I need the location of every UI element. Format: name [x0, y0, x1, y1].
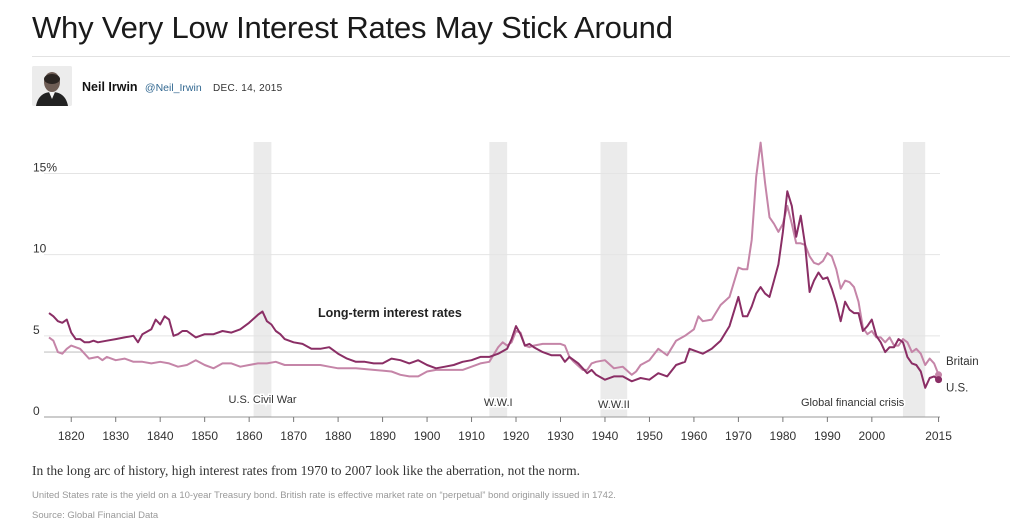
x-tick-label: 2000	[858, 429, 885, 443]
x-tick-label: 1900	[414, 429, 441, 443]
x-tick-label: 1980	[770, 429, 797, 443]
x-tick-label: 1840	[147, 429, 174, 443]
x-tick-label: 1990	[814, 429, 841, 443]
chart-source: Source: Global Financial Data	[32, 510, 159, 521]
chart-caption: In the long arc of history, high interes…	[32, 463, 580, 478]
series-label-us: U.S.	[946, 383, 968, 395]
period-bands	[253, 142, 926, 417]
period-label: U.S. Civil War	[228, 394, 296, 406]
x-tick-label: 1870	[280, 429, 307, 443]
series-endpoint	[935, 376, 943, 384]
period-band	[902, 142, 926, 417]
x-tick-label: 1880	[325, 429, 352, 443]
x-tick-label: 1860	[236, 429, 263, 443]
series-label-britain: Britain	[946, 356, 979, 368]
headline: Why Very Low Interest Rates May Stick Ar…	[32, 10, 673, 45]
series-line-britain	[48, 141, 940, 378]
series-line-us	[48, 190, 940, 389]
x-tick-label: 1930	[547, 429, 574, 443]
y-tick-label: 10	[33, 242, 47, 256]
author-avatar[interactable]	[32, 66, 72, 106]
publish-date: DEC. 14, 2015	[213, 83, 283, 94]
y-tick-label: 0	[33, 404, 40, 418]
period-band	[489, 142, 508, 417]
period-band	[253, 142, 272, 417]
author-name[interactable]: Neil Irwin	[82, 80, 138, 94]
interest-rate-chart: 15% 10 5 0 1820 1830 1840 1850 1860 1870 1880 1890 1…	[33, 141, 979, 443]
x-tick-label: 1940	[592, 429, 619, 443]
x-tick-label: 1850	[191, 429, 218, 443]
x-tick-label: 1970	[725, 429, 752, 443]
x-tick-label: 1920	[503, 429, 530, 443]
y-tick-label: 5	[33, 323, 40, 337]
x-tick-label: 1960	[681, 429, 708, 443]
x-tick-label: 2015	[925, 429, 952, 443]
period-label: W.W.II	[598, 399, 630, 411]
chart-note: United States rate is the yield on a 10-…	[32, 490, 616, 501]
y-tick-label: 15%	[33, 160, 57, 174]
period-label: W.W.I	[484, 397, 513, 409]
x-tick-label: 1830	[102, 429, 129, 443]
x-tick-label: 1910	[458, 429, 485, 443]
period-label: Global financial crisis	[801, 397, 905, 409]
period-band	[600, 142, 628, 417]
series-lines	[48, 141, 943, 389]
series-endpoint	[935, 371, 943, 379]
x-tick-label: 1950	[636, 429, 663, 443]
x-tick-label: 1820	[58, 429, 85, 443]
author-handle[interactable]: @Neil_Irwin	[144, 82, 202, 94]
headline-rule	[32, 56, 1010, 57]
chart-labels: 15% 10 5 0 1820 1830 1840 1850 1860 1870 1880 1890 1…	[33, 160, 979, 443]
byline: Neil Irwin @Neil_Irwin DEC. 14, 2015	[82, 80, 283, 94]
x-tick-label: 1890	[369, 429, 396, 443]
chart-title: Long-term interest rates	[318, 306, 462, 320]
